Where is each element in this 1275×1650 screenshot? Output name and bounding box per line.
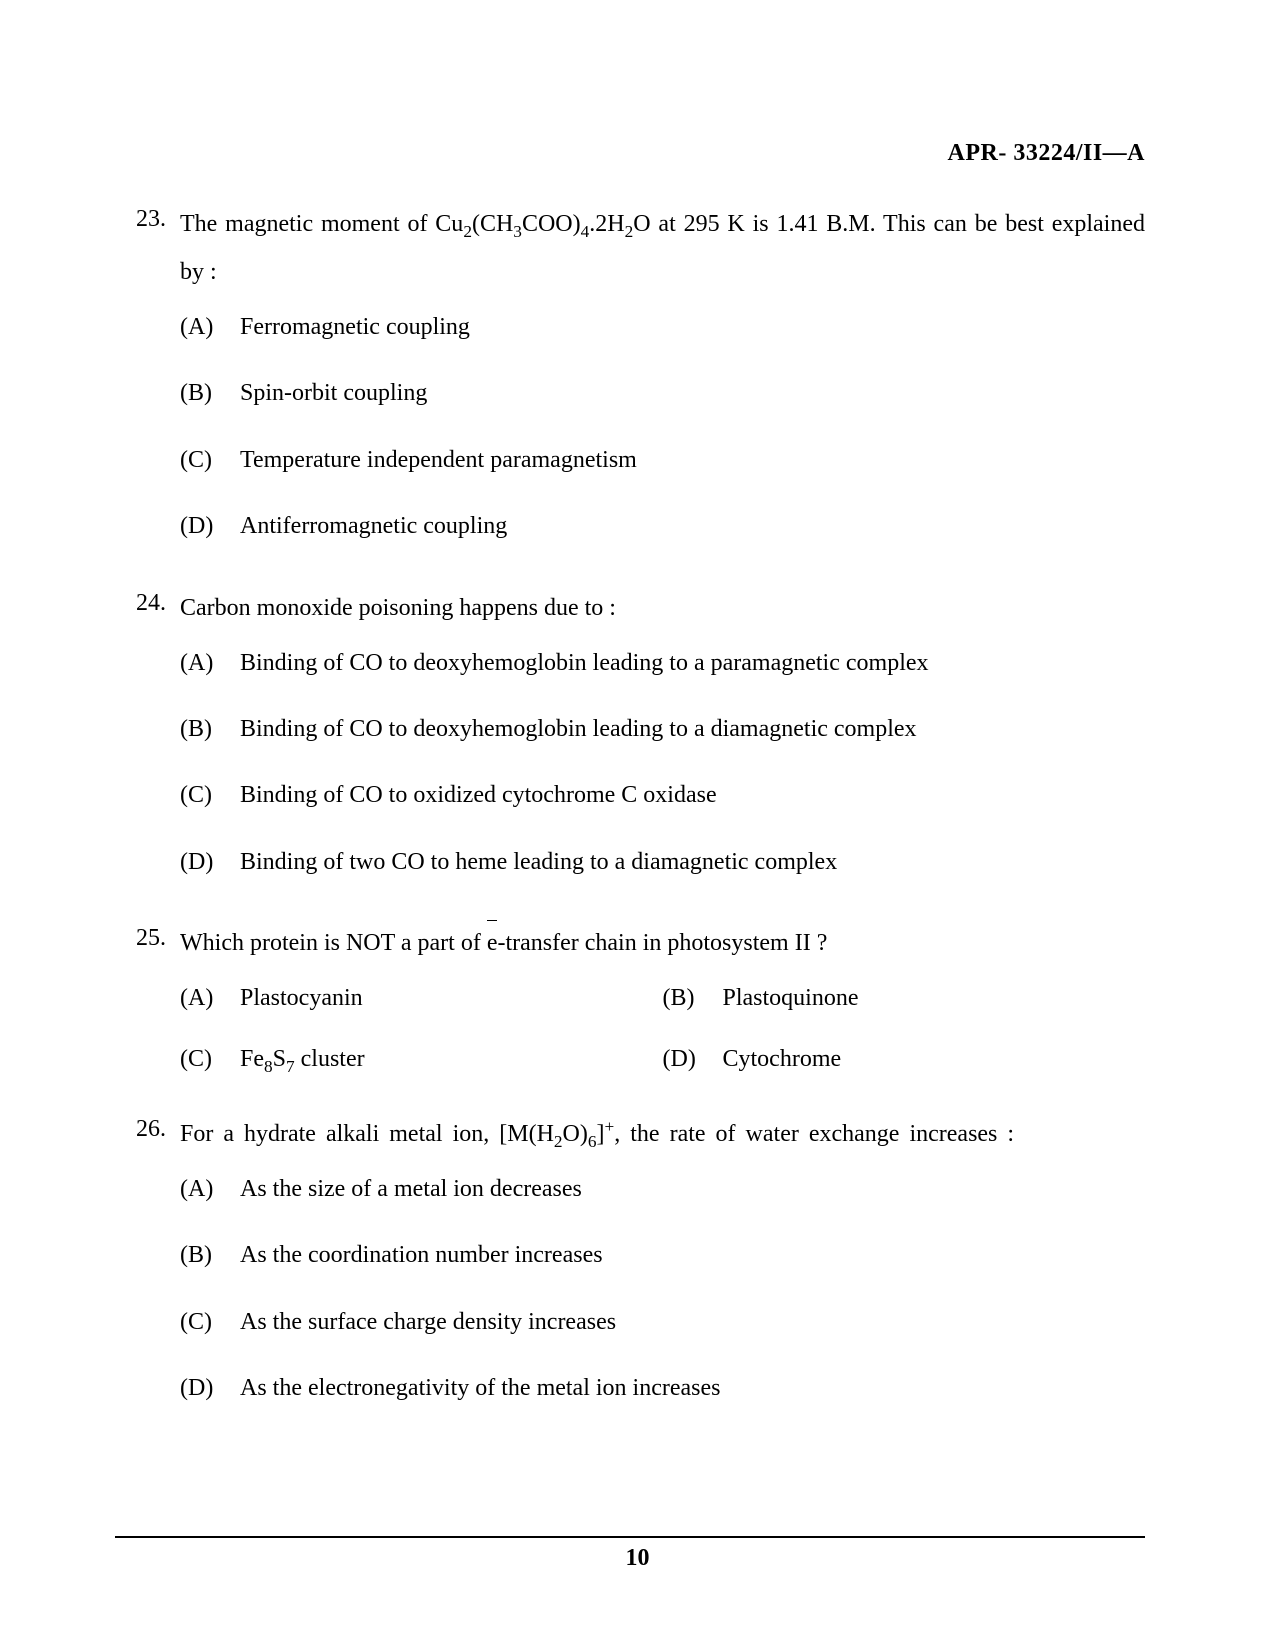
option-text: As the coordination number increases bbox=[240, 1236, 1145, 1274]
option-text: Plastocyanin bbox=[240, 979, 663, 1017]
option: (D)As the electronegativity of the metal… bbox=[180, 1369, 1145, 1407]
option-label: (C) bbox=[180, 776, 240, 814]
option-label: (A) bbox=[180, 1170, 240, 1208]
option-text: As the size of a metal ion decreases bbox=[240, 1170, 1145, 1208]
option: (B)Binding of CO to deoxyhemoglobin lead… bbox=[180, 710, 1145, 748]
question-body: Carbon monoxide poisoning happens due to… bbox=[180, 584, 1145, 910]
option: (A)Plastocyanin bbox=[180, 979, 663, 1017]
option-label: (C) bbox=[180, 441, 240, 479]
option-text: Antiferromagnetic coupling bbox=[240, 507, 1145, 545]
option: (D)Cytochrome bbox=[663, 1040, 1146, 1078]
questions-container: 23.The magnetic moment of Cu2(CH3COO)4.2… bbox=[110, 200, 1145, 1407]
option-label: (B) bbox=[180, 1236, 240, 1274]
option: (B)As the coordination number increases bbox=[180, 1236, 1145, 1274]
option-text: Ferromagnetic coupling bbox=[240, 308, 1145, 346]
question-23: 23.The magnetic moment of Cu2(CH3COO)4.2… bbox=[110, 200, 1145, 574]
option-label: (A) bbox=[180, 979, 240, 1017]
option-label: (B) bbox=[180, 374, 240, 412]
question-number: 24. bbox=[110, 584, 180, 910]
option-text: Binding of two CO to heme leading to a d… bbox=[240, 843, 1145, 881]
question-25: 25.Which protein is NOT a part of e-tran… bbox=[110, 919, 1145, 1100]
option: (A)Ferromagnetic coupling bbox=[180, 308, 1145, 346]
option-label: (A) bbox=[180, 644, 240, 682]
option: (B)Spin-orbit coupling bbox=[180, 374, 1145, 412]
option-text: Plastoquinone bbox=[723, 979, 1146, 1017]
page-number: 10 bbox=[0, 1545, 1275, 1572]
question-number: 23. bbox=[110, 200, 180, 574]
exam-page: APR- 33224/II—A 23.The magnetic moment o… bbox=[0, 0, 1275, 1650]
option-text: As the surface charge density increases bbox=[240, 1303, 1145, 1341]
option: (B)Plastoquinone bbox=[663, 979, 1146, 1017]
option-label: (C) bbox=[180, 1040, 240, 1078]
option-text: Binding of CO to oxidized cytochrome C o… bbox=[240, 776, 1145, 814]
question-text: For a hydrate alkali metal ion, [M(H2O)6… bbox=[180, 1110, 1145, 1158]
options: (A)As the size of a metal ion decreases(… bbox=[180, 1170, 1145, 1408]
option: (D)Binding of two CO to heme leading to … bbox=[180, 843, 1145, 881]
option-text: Cytochrome bbox=[723, 1040, 1146, 1078]
option-label: (D) bbox=[663, 1040, 723, 1078]
option: (C)Temperature independent paramagnetism bbox=[180, 441, 1145, 479]
option-text: Binding of CO to deoxyhemoglobin leading… bbox=[240, 644, 1145, 682]
option: (C)As the surface charge density increas… bbox=[180, 1303, 1145, 1341]
question-26: 26.For a hydrate alkali metal ion, [M(H2… bbox=[110, 1110, 1145, 1408]
question-number: 26. bbox=[110, 1110, 180, 1408]
option-text: Spin-orbit coupling bbox=[240, 374, 1145, 412]
option-text: Fe8S7 cluster bbox=[240, 1040, 663, 1078]
option-label: (A) bbox=[180, 308, 240, 346]
option: (A)Binding of CO to deoxyhemoglobin lead… bbox=[180, 644, 1145, 682]
question-body: Which protein is NOT a part of e-transfe… bbox=[180, 919, 1145, 1100]
option-label: (B) bbox=[663, 979, 723, 1017]
option-text: Binding of CO to deoxyhemoglobin leading… bbox=[240, 710, 1145, 748]
question-text: Carbon monoxide poisoning happens due to… bbox=[180, 584, 1145, 632]
options: (A)Binding of CO to deoxyhemoglobin lead… bbox=[180, 644, 1145, 882]
option-text: As the electronegativity of the metal io… bbox=[240, 1369, 1145, 1407]
option-label: (D) bbox=[180, 843, 240, 881]
options: (A)Ferromagnetic coupling(B)Spin-orbit c… bbox=[180, 308, 1145, 546]
option-label: (B) bbox=[180, 710, 240, 748]
question-body: For a hydrate alkali metal ion, [M(H2O)6… bbox=[180, 1110, 1145, 1408]
option-text: Temperature independent paramagnetism bbox=[240, 441, 1145, 479]
options: (A)Plastocyanin(B)Plastoquinone(C)Fe8S7 … bbox=[180, 979, 1145, 1100]
option: (C)Fe8S7 cluster bbox=[180, 1040, 663, 1078]
option-label: (D) bbox=[180, 1369, 240, 1407]
question-number: 25. bbox=[110, 919, 180, 1100]
footer-rule bbox=[115, 1536, 1145, 1538]
option-label: (C) bbox=[180, 1303, 240, 1341]
question-24: 24.Carbon monoxide poisoning happens due… bbox=[110, 584, 1145, 910]
option: (A)As the size of a metal ion decreases bbox=[180, 1170, 1145, 1208]
question-text: The magnetic moment of Cu2(CH3COO)4.2H2O… bbox=[180, 200, 1145, 296]
option: (D)Antiferromagnetic coupling bbox=[180, 507, 1145, 545]
paper-code-header: APR- 33224/II—A bbox=[948, 140, 1146, 167]
question-text: Which protein is NOT a part of e-transfe… bbox=[180, 919, 1145, 967]
option: (C)Binding of CO to oxidized cytochrome … bbox=[180, 776, 1145, 814]
question-body: The magnetic moment of Cu2(CH3COO)4.2H2O… bbox=[180, 200, 1145, 574]
option-label: (D) bbox=[180, 507, 240, 545]
